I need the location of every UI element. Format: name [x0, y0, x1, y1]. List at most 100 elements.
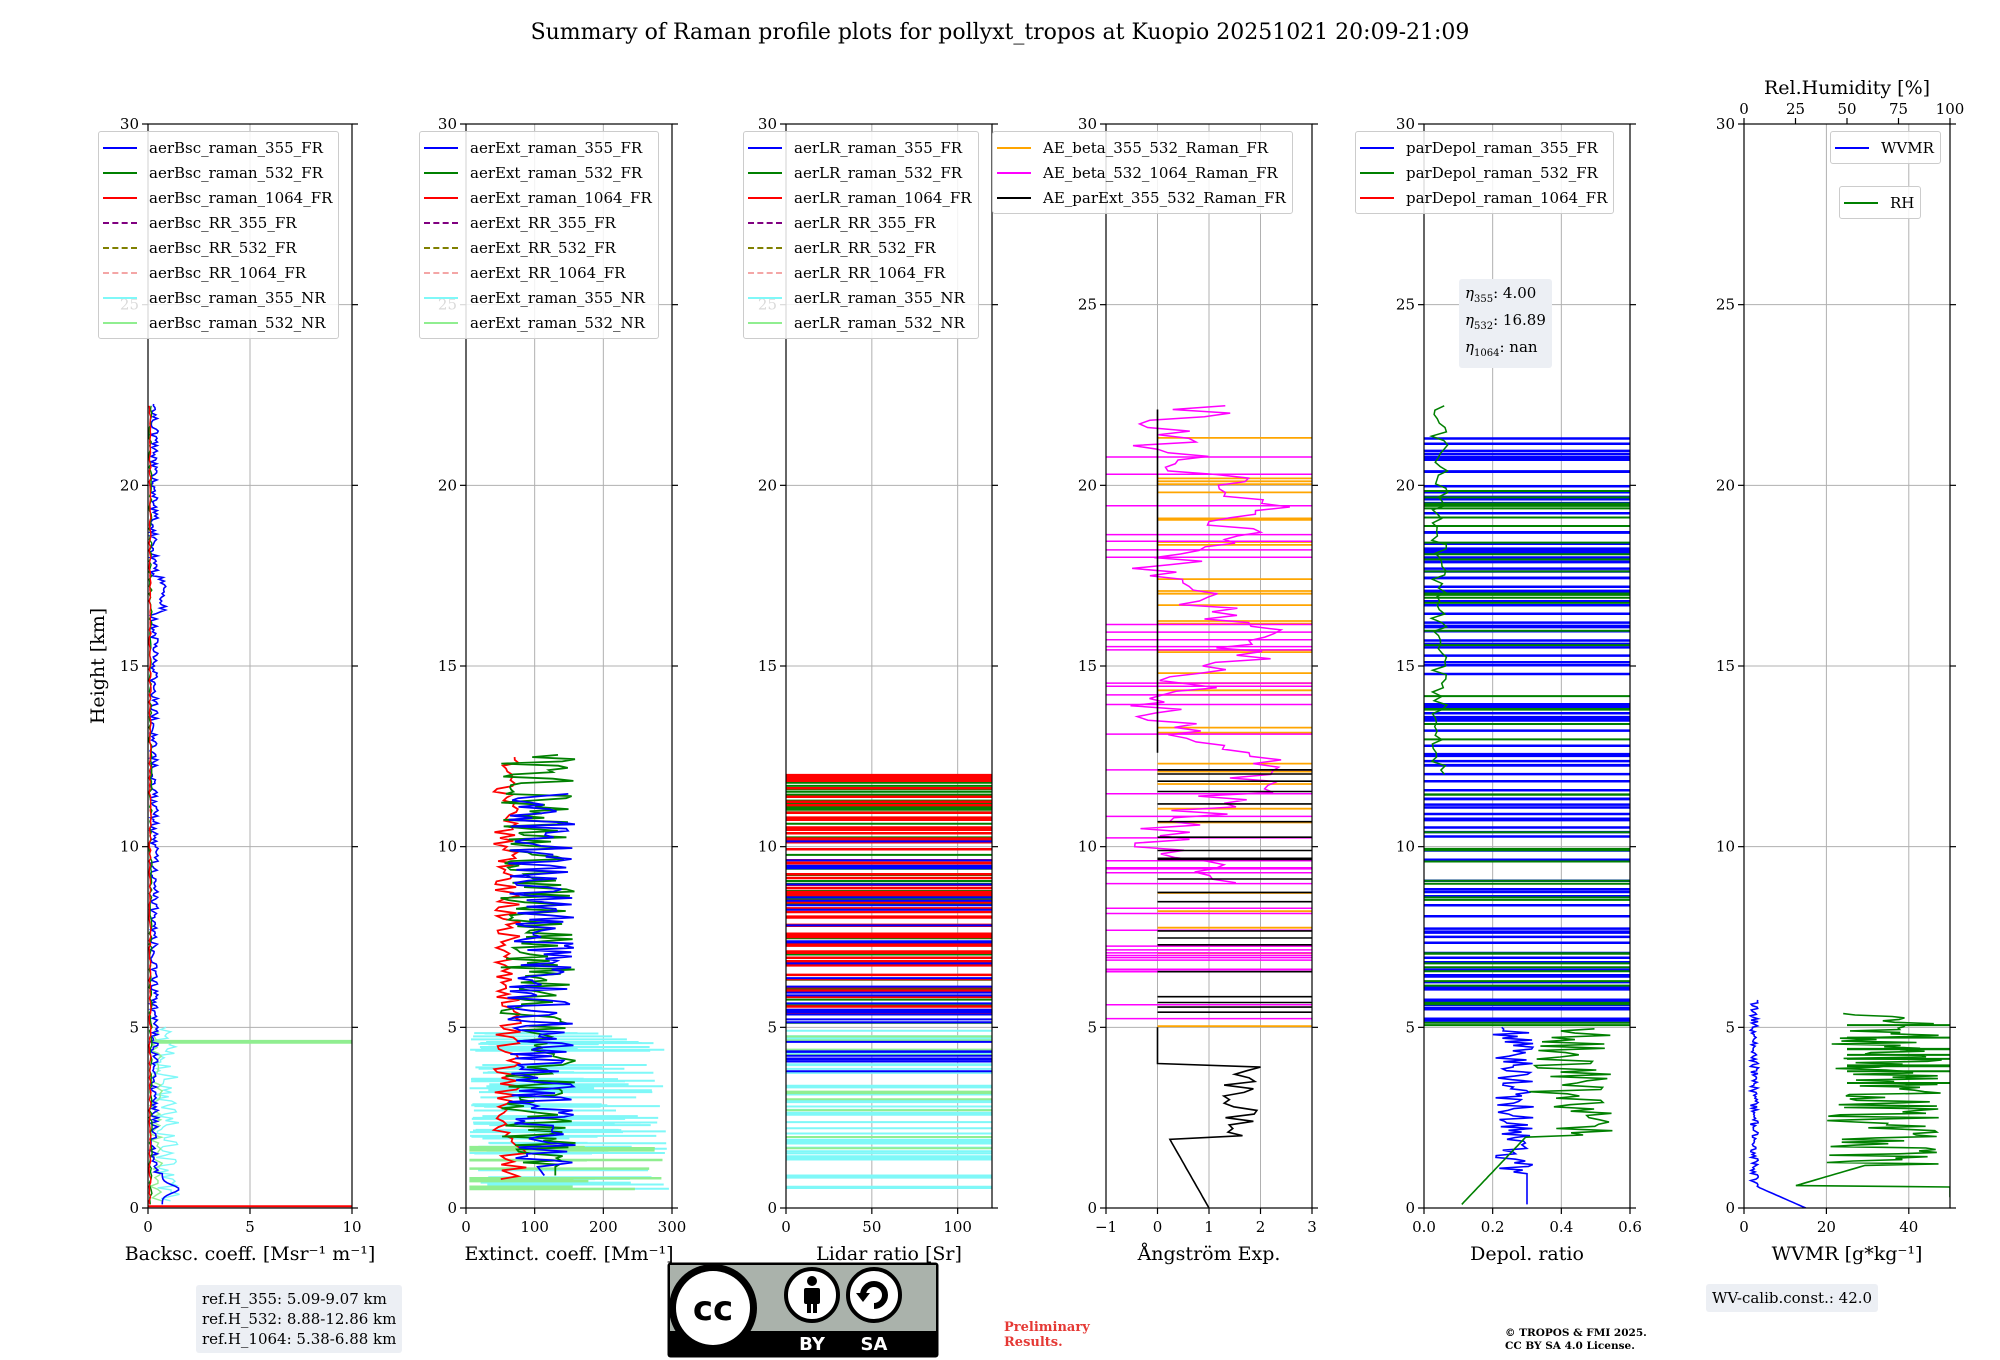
- legend-entry: aerBsc_raman_355_NR: [103, 285, 332, 310]
- legend-swatch: [424, 171, 458, 174]
- eta-1064-row: η1064: nan: [1465, 338, 1538, 359]
- eta-355-row: η355: 4.00: [1465, 284, 1537, 305]
- y-tick-label: 0: [447, 1199, 457, 1217]
- x-tick-label: 1: [1204, 1218, 1214, 1236]
- y-tick-label: 0: [1087, 1199, 1097, 1217]
- legend-entry: aerBsc_RR_355_FR: [103, 210, 332, 235]
- legend-swatch: [1360, 196, 1394, 199]
- y-tick-label: 0: [1405, 1199, 1415, 1217]
- legend-entry: aerLR_raman_355_NR: [748, 285, 972, 310]
- x-tick-label: 50: [862, 1218, 881, 1236]
- y-tick-label: 15: [120, 657, 139, 675]
- traces-wv: [1747, 999, 1950, 1208]
- legend-wvmr: WVMR: [1830, 131, 1941, 164]
- traces-bsc: [148, 403, 352, 1208]
- y-tick-label: 10: [438, 838, 457, 856]
- legend-entry: aerLR_RR_1064_FR: [748, 260, 972, 285]
- legend-label: aerLR_RR_355_FR: [794, 213, 936, 232]
- legend-entry: aerLR_RR_532_FR: [748, 235, 972, 260]
- y-tick-label: 5: [129, 1018, 139, 1036]
- legend-swatch: [103, 271, 137, 274]
- y-tick-label: 5: [1725, 1018, 1735, 1036]
- by-attribution-icon: [784, 1267, 840, 1323]
- legend-rh: RH: [1839, 186, 1922, 219]
- legend-label: AE_beta_355_532_Raman_FR: [1043, 138, 1269, 157]
- traces-ext: [469, 754, 669, 1191]
- legend-entry: aerLR_raman_532_FR: [748, 160, 972, 185]
- traces-lr: [786, 773, 992, 1189]
- y-tick-label: 0: [1725, 1199, 1735, 1217]
- legend-label: aerExt_raman_355_NR: [470, 288, 645, 307]
- series-line-AE_parExt_355_532_Raman_FR: [1156, 1027, 1261, 1208]
- legend-label: aerBsc_raman_1064_FR: [149, 188, 333, 207]
- legend-swatch: [748, 321, 782, 324]
- legend-entry: aerExt_RR_532_FR: [424, 235, 652, 260]
- legend-swatch: [748, 246, 782, 249]
- legend-swatch: [748, 271, 782, 274]
- series-line-aerLR_raman_355_FR: [786, 1040, 992, 1073]
- wv-calib-box: WV-calib.const.: 42.0: [1706, 1284, 1879, 1312]
- legend-label: parDepol_raman_355_FR: [1406, 138, 1598, 157]
- series-line-AE_beta_532_1064_Raman_FR: [1130, 405, 1290, 884]
- legend-label: aerBsc_raman_355_FR: [149, 138, 323, 157]
- y-tick-label: 5: [1087, 1018, 1097, 1036]
- y-tick-label: 10: [120, 838, 139, 856]
- x-axis-label-ae: Ångström Exp.: [1137, 1243, 1281, 1265]
- x-tick-label: 100: [943, 1218, 972, 1236]
- y-tick-label: 20: [758, 476, 777, 494]
- ref-height-355: ref.H_355: 5.09-9.07 km: [202, 1290, 387, 1308]
- legend-entry: parDepol_raman_355_FR: [1360, 135, 1607, 160]
- legend-entry: aerBsc_raman_1064_FR: [103, 185, 332, 210]
- legend-swatch: [748, 146, 782, 149]
- legend-depol: parDepol_raman_355_FR parDepol_raman_532_…: [1355, 131, 1615, 214]
- legend-label: AE_parExt_355_532_Raman_FR: [1043, 188, 1286, 207]
- legend-label: aerBsc_raman_532_FR: [149, 163, 323, 182]
- legend-entry: RH: [1844, 190, 1914, 215]
- y-tick-label: 5: [447, 1018, 457, 1036]
- x-tick-label: 0: [781, 1218, 791, 1236]
- y-tick-label: 10: [758, 838, 777, 856]
- legend-swatch: [103, 296, 137, 299]
- y-tick-label: 10: [1396, 838, 1415, 856]
- legend-entry: AE_beta_355_532_Raman_FR: [997, 135, 1286, 160]
- legend-swatch: [748, 221, 782, 224]
- legend-swatch: [1360, 146, 1394, 149]
- legend-entry: aerExt_raman_1064_FR: [424, 185, 652, 210]
- legend-label: aerBsc_RR_1064_FR: [149, 263, 307, 282]
- legend-swatch: [103, 171, 137, 174]
- legend-entry: parDepol_raman_1064_FR: [1360, 185, 1607, 210]
- legend-swatch: [103, 146, 137, 149]
- legend-label: aerExt_raman_532_FR: [470, 163, 643, 182]
- reference-heights-box: ref.H_355: 5.09-9.07 km ref.H_532: 8.88-…: [196, 1285, 403, 1353]
- y-tick-label: 25: [1716, 296, 1735, 314]
- legend-entry: aerBsc_RR_1064_FR: [103, 260, 332, 285]
- legend-label: aerBsc_raman_532_NR: [149, 313, 326, 332]
- y-tick-label: 15: [1716, 657, 1735, 675]
- y-tick-label: 25: [1078, 296, 1097, 314]
- x-axis-label-wv: WVMR [g*kg⁻¹]: [1772, 1243, 1923, 1265]
- legend-swatch: [1360, 171, 1394, 174]
- legend-swatch: [103, 246, 137, 249]
- legend-label: aerLR_RR_532_FR: [794, 238, 936, 257]
- y-tick-label: 30: [1078, 115, 1097, 133]
- preliminary-line-2: Results.: [1004, 1335, 1063, 1350]
- legend-lidar-ratio: aerLR_raman_355_FR aerLR_raman_532_FR aerL…: [743, 131, 979, 339]
- legend-swatch: [424, 296, 458, 299]
- legend-entry: aerExt_raman_355_NR: [424, 285, 652, 310]
- legend-swatch: [103, 196, 137, 199]
- copyright-line-2: CC BY SA 4.0 License.: [1505, 1340, 1635, 1352]
- x-tick-label: 0.6: [1618, 1218, 1642, 1236]
- legend-label: aerExt_raman_355_FR: [470, 138, 643, 157]
- eta-355-value: 4.00: [1502, 284, 1537, 302]
- legend-entry: WVMR: [1835, 135, 1934, 160]
- legend-entry: aerLR_raman_532_NR: [748, 310, 972, 335]
- series-line-RH: [1795, 1012, 1950, 1198]
- eta-1064-value: nan: [1509, 338, 1538, 356]
- legend-entry: aerExt_RR_355_FR: [424, 210, 652, 235]
- y-tick-label: 20: [438, 476, 457, 494]
- top-x-tick-label: 75: [1889, 100, 1908, 118]
- legend-label: WVMR: [1881, 138, 1934, 157]
- legend-swatch: [1835, 146, 1869, 149]
